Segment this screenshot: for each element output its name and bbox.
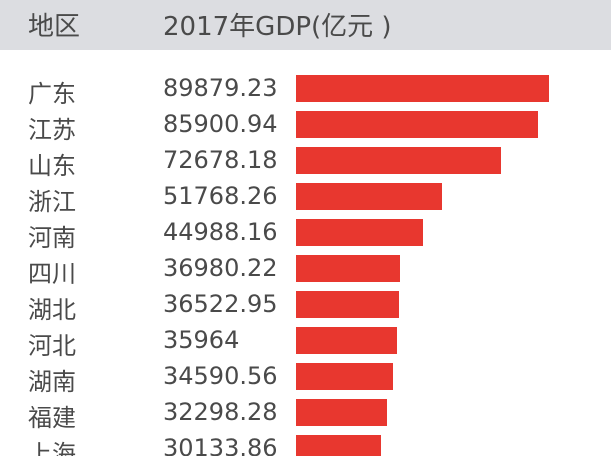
- gdp-value-label: 34590.56: [163, 362, 278, 390]
- table-row: 福建 32298.28: [0, 396, 611, 432]
- gdp-bar: [296, 75, 549, 102]
- gdp-bar-chart: 广东 89879.23 江苏 85900.94 山东 72678.18 浙江 51768.26…: [0, 50, 611, 456]
- region-label: 河南: [28, 224, 76, 252]
- table-row: 四川 36980.22: [0, 252, 611, 288]
- gdp-value-label: 44988.16: [163, 218, 278, 246]
- region-label: 湖南: [28, 368, 76, 396]
- table-row: 湖北 36522.95: [0, 288, 611, 324]
- gdp-bar: [296, 291, 399, 318]
- gdp-column-header: 2017年GDP(亿元 ): [163, 12, 392, 42]
- gdp-value-label: 85900.94: [163, 110, 278, 138]
- table-row: 广东 89879.23: [0, 72, 611, 108]
- table-row: 山东 72678.18: [0, 144, 611, 180]
- table-row: 湖南 34590.56: [0, 360, 611, 396]
- table-row: 上海 30133.86: [0, 432, 611, 456]
- region-label: 广东: [28, 80, 76, 108]
- table-row: 河北 35964: [0, 324, 611, 360]
- gdp-value-label: 89879.23: [163, 74, 278, 102]
- region-label: 浙江: [28, 188, 76, 216]
- gdp-bar: [296, 255, 400, 282]
- gdp-bar: [296, 399, 387, 426]
- gdp-bar: [296, 327, 397, 354]
- table-row: 河南 44988.16: [0, 216, 611, 252]
- region-label: 四川: [28, 260, 76, 288]
- table-header: 地区 2017年GDP(亿元 ): [0, 0, 611, 50]
- region-label: 山东: [28, 152, 76, 180]
- gdp-bar: [296, 147, 501, 174]
- region-label: 湖北: [28, 296, 76, 324]
- gdp-value-label: 32298.28: [163, 398, 278, 426]
- gdp-value-label: 36522.95: [163, 290, 278, 318]
- gdp-value-label: 36980.22: [163, 254, 278, 282]
- region-label: 江苏: [28, 116, 76, 144]
- region-label: 上海: [28, 440, 76, 456]
- gdp-value-label: 35964: [163, 326, 240, 354]
- gdp-value-label: 51768.26: [163, 182, 278, 210]
- gdp-value-label: 30133.86: [163, 434, 278, 456]
- gdp-bar: [296, 111, 538, 138]
- table-row: 浙江 51768.26: [0, 180, 611, 216]
- gdp-value-label: 72678.18: [163, 146, 278, 174]
- gdp-bar: [296, 219, 423, 246]
- region-label: 河北: [28, 332, 76, 360]
- gdp-bar: [296, 435, 381, 456]
- gdp-bar: [296, 363, 393, 390]
- region-label: 福建: [28, 404, 76, 432]
- gdp-bar: [296, 183, 442, 210]
- table-row: 江苏 85900.94: [0, 108, 611, 144]
- region-column-header: 地区: [28, 12, 81, 42]
